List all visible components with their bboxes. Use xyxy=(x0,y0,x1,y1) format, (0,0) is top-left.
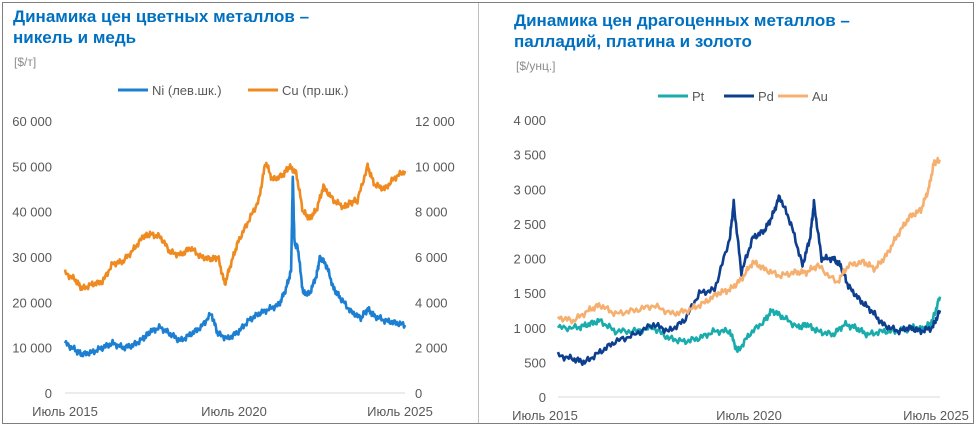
chart-title-line1: Динамика цен цветных металлов – xyxy=(13,7,310,26)
chart-title-ni-cu: Динамика цен цветных металлов – никель и… xyxy=(13,6,309,48)
x-tick-label: Июль 2020 xyxy=(716,408,782,423)
y-left-tick-label: 500 xyxy=(524,355,546,370)
chart-frame xyxy=(2,2,974,424)
y-right-tick-label: 6 000 xyxy=(415,250,448,265)
x-tick-label: Июль 2020 xyxy=(201,404,267,419)
y-left-tick-label: 0 xyxy=(45,386,52,401)
y-right-tick-label: 2 000 xyxy=(415,341,448,356)
x-tick-label: Июль 2025 xyxy=(903,408,969,423)
chart-title-line2: никель и медь xyxy=(13,28,137,47)
y-right-tick-label: 0 xyxy=(415,386,422,401)
x-tick-label: Июль 2015 xyxy=(32,404,98,419)
panel-divider xyxy=(478,3,479,423)
y-right-tick-label: 8 000 xyxy=(415,205,448,220)
chart-title-line1: Динамика цен драгоценных металлов – xyxy=(514,11,850,30)
legend-label-au: Au xyxy=(812,89,828,104)
legend-label-pd: Pd xyxy=(758,89,774,104)
chart-title-pd-pt-au: Динамика цен драгоценных металлов – палл… xyxy=(514,10,850,52)
legend-label-pt: Pt xyxy=(692,89,705,104)
x-tick-label: Июль 2025 xyxy=(367,404,433,419)
y-left-tick-label: 10 000 xyxy=(12,341,52,356)
y-left-tick-label: 1 500 xyxy=(513,286,546,301)
y-left-tick-label: 1 000 xyxy=(513,321,546,336)
y-right-tick-label: 4 000 xyxy=(415,295,448,310)
unit-label: [$/унц.] xyxy=(516,59,556,73)
legend-label-cu: Cu (пр.шк.) xyxy=(282,83,349,98)
series-line-cu xyxy=(63,161,407,292)
chart-title-line2: палладий, платина и золото xyxy=(514,32,752,51)
y-left-tick-label: 3 000 xyxy=(513,182,546,197)
x-tick-label: Июль 2015 xyxy=(512,408,578,423)
series-line-ni xyxy=(63,175,407,358)
unit-label: [$/т] xyxy=(14,55,37,69)
chart-ni-cu: 0 10 000 20 000 30 000 40 000 50 000 60 000 0 2 … xyxy=(12,83,455,419)
y-left-tick-label: 50 000 xyxy=(12,159,52,174)
y-left-tick-label: 0 xyxy=(539,390,546,405)
y-left-tick-label: 20 000 xyxy=(12,295,52,310)
y-left-tick-label: 2 500 xyxy=(513,217,546,232)
y-left-tick-label: 4 000 xyxy=(513,113,546,128)
y-right-tick-label: 12 000 xyxy=(415,114,455,129)
y-left-tick-label: 40 000 xyxy=(12,205,52,220)
series-line-pd xyxy=(556,194,942,367)
y-left-tick-label: 60 000 xyxy=(12,114,52,129)
series-line-au xyxy=(556,156,941,325)
y-right-tick-label: 10 000 xyxy=(415,159,455,174)
y-left-tick-label: 2 000 xyxy=(513,252,546,267)
chart-pd-pt-au: 0 500 1 000 1 500 2 000 2 500 3 000 3 500 4 000 И… xyxy=(512,89,969,423)
legend-label-ni: Ni (лев.шк.) xyxy=(152,83,222,98)
y-left-tick-label: 30 000 xyxy=(12,250,52,265)
y-left-tick-label: 3 500 xyxy=(513,148,546,163)
